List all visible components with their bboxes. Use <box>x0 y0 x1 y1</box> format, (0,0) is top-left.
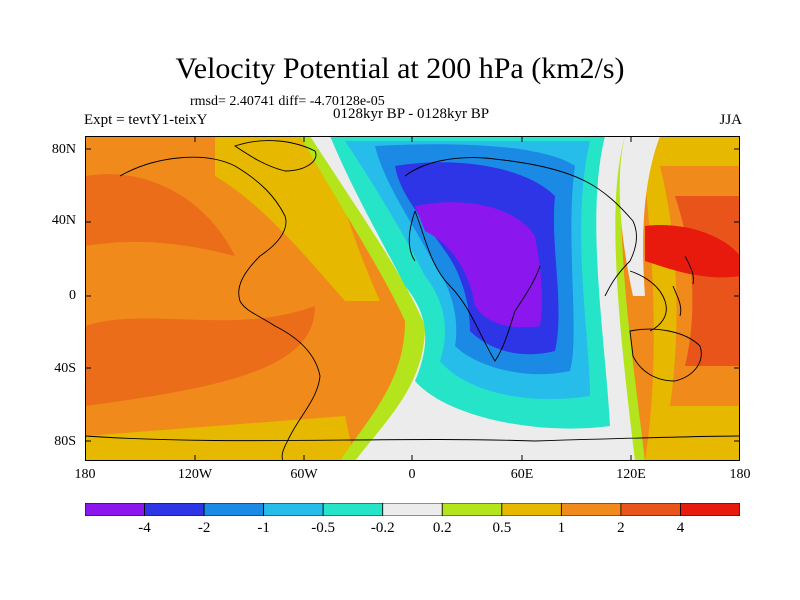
colorbar-box <box>441 503 503 516</box>
colorbar-label: 2 <box>617 520 625 536</box>
lat-tick-label: 80S <box>54 434 76 449</box>
lat-tick-label: 0 <box>69 288 76 303</box>
colorbar-label: 1 <box>557 520 566 536</box>
stats-label: rmsd= 2.40741 diff= -4.70128e-05 <box>190 94 385 109</box>
colorbar-box <box>85 503 145 516</box>
coastline-map <box>85 140 740 461</box>
colorbar-box <box>560 503 622 516</box>
contour-fill <box>85 136 740 461</box>
colorbar-label: -0.5 <box>311 520 336 536</box>
colorbar-box <box>382 503 443 516</box>
lon-tick-label: 60E <box>510 467 534 482</box>
period-label: 0128kyr BP - 0128kyr BP <box>332 106 490 122</box>
season-label: JJA <box>719 112 742 128</box>
colorbar-label: -1 <box>257 520 270 536</box>
colorbar-box <box>203 503 265 516</box>
colorbar-label: -0.2 <box>370 520 395 536</box>
colorbar-label: 0.5 <box>492 520 512 536</box>
lon-tick-label: 120E <box>616 467 646 482</box>
velocity-potential-map <box>85 136 740 461</box>
lon-tick-label: 180 <box>74 467 96 482</box>
plot-title: Velocity Potential at 200 hPa (km2/s) <box>175 52 625 85</box>
colorbar-box <box>322 503 384 516</box>
colorbar-box <box>501 503 562 516</box>
colorbar <box>85 503 740 516</box>
colorbar-label: -4 <box>138 520 151 536</box>
colorbar-label: -2 <box>197 520 211 536</box>
colorbar-label: 0.2 <box>432 520 452 536</box>
colorbar-box <box>620 503 681 516</box>
axis-ticks <box>85 136 740 461</box>
experiment-label: Expt = tevtY1-teixY <box>84 112 208 128</box>
colorbar-box <box>144 503 205 516</box>
lat-tick-label: 40S <box>54 361 76 376</box>
lon-tick-label: 180 <box>729 467 751 482</box>
lon-tick-label: 60W <box>290 467 318 482</box>
lon-tick-label: 120W <box>177 467 213 482</box>
colorbar-label: 4 <box>676 520 685 536</box>
lat-tick-label: 40N <box>51 213 76 228</box>
colorbar-box <box>263 503 324 516</box>
lat-tick-label: 80N <box>51 142 76 157</box>
lon-tick-label: 0 <box>408 467 416 482</box>
colorbar-box <box>680 503 740 516</box>
